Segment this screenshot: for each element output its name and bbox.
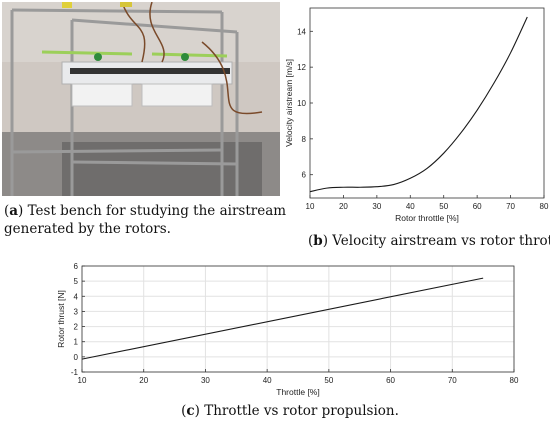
velocity-chart-x-tick-label: 10: [306, 202, 315, 211]
thrust-chart-series-line-0: [81, 277, 484, 360]
caption-a: (a) Test bench for studying the airstrea…: [4, 203, 287, 237]
thrust-chart-y-axis-label: Rotor thrust [N]: [56, 290, 66, 348]
thrust-chart-y-tick-label: 5: [74, 277, 79, 286]
thrust-chart-x-tick-label: 40: [263, 376, 272, 385]
thrust-chart-y-tick-label: -1: [71, 368, 79, 377]
thrust-chart-x-tick-label: 10: [78, 376, 87, 385]
velocity-chart-series-line-0: [309, 16, 528, 193]
velocity-chart: 10 20 30 40 50 60 70 80 6 8 10 12 14 Rotor throttle […: [284, 7, 549, 223]
caption-b-tag: b: [313, 233, 323, 249]
velocity-chart-x-axis-label: Rotor throttle [%]: [395, 213, 459, 223]
velocity-chart-y-tick-label: 14: [297, 27, 306, 36]
caption-c: (c) Throttle vs rotor propulsion.: [181, 403, 399, 419]
caption-b-text: Velocity airstream vs rotor throttle.: [332, 233, 550, 249]
velocity-chart-y-axis-label: Velocity airstream [m/s]: [284, 59, 294, 147]
thrust-chart-y-tick-label: 6: [74, 262, 79, 271]
caption-a-tag: a: [9, 203, 19, 219]
thrust-chart: 10 20 30 40 50 60 70 80 -1 0 1 2 3 4 5 6 Throttle [%] Rot…: [56, 262, 519, 397]
caption-a-text: Test bench for studying the airstream ge…: [4, 203, 287, 237]
velocity-chart-y-tick-label: 6: [302, 171, 307, 180]
thrust-chart-x-tick-label: 80: [510, 376, 519, 385]
thrust-chart-y-tick-label: 1: [74, 338, 79, 347]
thrust-chart-y-tick-label: 3: [74, 307, 79, 316]
caption-b: (b) Velocity airstream vs rotor throttle…: [308, 232, 550, 250]
caption-c-tag: c: [186, 403, 195, 419]
velocity-chart-x-tick-label: 50: [439, 202, 448, 211]
velocity-chart-x-tick-label: 70: [506, 202, 515, 211]
caption-c-text: Throttle vs rotor propulsion.: [204, 403, 399, 419]
velocity-chart-y-tick-label: 8: [302, 135, 307, 144]
thrust-chart-y-tick-label: 4: [74, 292, 79, 301]
thrust-chart-x-tick-label: 20: [139, 376, 148, 385]
thrust-chart-x-tick-label: 50: [324, 376, 333, 385]
velocity-chart-x-tick-label: 40: [406, 202, 415, 211]
velocity-chart-x-tick-label: 30: [372, 202, 381, 211]
test-bench-photo: [2, 2, 280, 196]
velocity-chart-y-tick-label: 10: [297, 99, 306, 108]
thrust-chart-x-tick-label: 60: [386, 376, 395, 385]
thrust-chart-x-tick-label: 70: [448, 376, 457, 385]
thrust-chart-y-tick-label: 2: [74, 323, 79, 332]
velocity-chart-x-tick-label: 60: [473, 202, 482, 211]
thrust-chart-y-tick-label: 0: [74, 353, 79, 362]
thrust-chart-x-axis-label: Throttle [%]: [276, 387, 319, 397]
velocity-chart-x-tick-label: 20: [339, 202, 348, 211]
thrust-chart-plot-frame: [81, 265, 515, 373]
velocity-chart-plot-frame: [309, 7, 545, 199]
velocity-chart-x-tick-label: 80: [540, 202, 549, 211]
thrust-chart-x-tick-label: 30: [201, 376, 210, 385]
velocity-chart-y-tick-label: 12: [297, 63, 306, 72]
